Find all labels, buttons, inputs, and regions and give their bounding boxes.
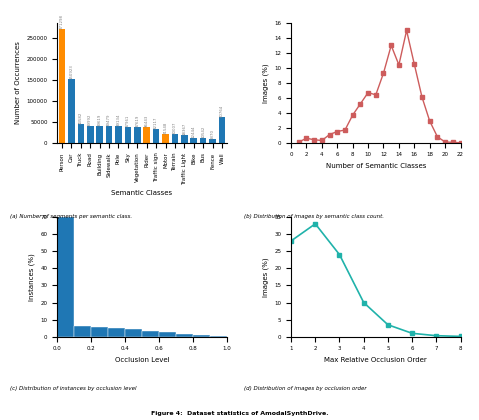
Text: 9370: 9370 bbox=[211, 129, 215, 139]
Y-axis label: Images (%): Images (%) bbox=[262, 63, 269, 102]
Bar bbox=[142, 331, 159, 337]
Text: 39479: 39479 bbox=[107, 114, 111, 126]
Bar bbox=[210, 336, 227, 337]
Text: (c) Distribution of instances by occlusion level: (c) Distribution of instances by occlusi… bbox=[10, 386, 136, 391]
Bar bbox=[125, 329, 142, 337]
Text: 20007: 20007 bbox=[173, 122, 177, 134]
X-axis label: Semantic Classes: Semantic Classes bbox=[112, 190, 172, 196]
Text: 39134: 39134 bbox=[116, 114, 120, 126]
Bar bbox=[219, 117, 225, 143]
Bar bbox=[78, 124, 84, 143]
X-axis label: Occlusion Level: Occlusion Level bbox=[114, 357, 169, 363]
Bar bbox=[143, 127, 150, 143]
Text: 43582: 43582 bbox=[79, 112, 83, 124]
Bar bbox=[162, 134, 169, 143]
Bar bbox=[57, 217, 74, 337]
Text: 150923: 150923 bbox=[69, 64, 73, 79]
Bar bbox=[134, 127, 140, 143]
Text: (d) Distribution of images by occlusion order: (d) Distribution of images by occlusion … bbox=[244, 386, 367, 391]
Bar bbox=[209, 139, 216, 143]
Text: 39992: 39992 bbox=[88, 113, 92, 126]
Text: 18367: 18367 bbox=[182, 123, 186, 135]
Bar bbox=[106, 126, 113, 143]
Text: 37619: 37619 bbox=[135, 115, 139, 127]
Bar bbox=[159, 333, 176, 337]
Bar bbox=[153, 129, 160, 143]
Bar bbox=[108, 328, 125, 337]
Text: 37961: 37961 bbox=[126, 114, 130, 127]
Y-axis label: Number of Occurrences: Number of Occurrences bbox=[15, 42, 21, 124]
X-axis label: Number of Semantic Classes: Number of Semantic Classes bbox=[326, 163, 426, 169]
Text: (b) Distribution of images by semantic class count.: (b) Distribution of images by semantic c… bbox=[244, 214, 384, 219]
Text: 32117: 32117 bbox=[154, 117, 158, 129]
Text: 21548: 21548 bbox=[163, 121, 168, 134]
X-axis label: Max Relative Occlusion Order: Max Relative Occlusion Order bbox=[324, 357, 427, 363]
Text: 60764: 60764 bbox=[220, 105, 224, 117]
Bar bbox=[193, 335, 210, 337]
Bar bbox=[200, 138, 206, 143]
Bar bbox=[59, 29, 65, 143]
Y-axis label: Images (%): Images (%) bbox=[262, 257, 269, 297]
Text: 271298: 271298 bbox=[60, 14, 64, 29]
Bar bbox=[87, 126, 93, 143]
Bar bbox=[74, 326, 91, 337]
Y-axis label: Instances (%): Instances (%) bbox=[28, 253, 35, 301]
Text: 36443: 36443 bbox=[145, 115, 148, 127]
Bar bbox=[171, 134, 178, 143]
Bar bbox=[176, 334, 193, 337]
Bar bbox=[91, 327, 108, 337]
Bar bbox=[115, 126, 122, 143]
Text: (a) Number of segments per semantic class.: (a) Number of segments per semantic clas… bbox=[10, 214, 132, 219]
Bar bbox=[68, 79, 75, 143]
Bar bbox=[191, 137, 197, 143]
Bar bbox=[125, 127, 131, 143]
Bar bbox=[96, 126, 103, 143]
Text: 10542: 10542 bbox=[201, 126, 205, 138]
Text: 12444: 12444 bbox=[192, 125, 196, 137]
Bar bbox=[181, 135, 188, 143]
Text: 39619: 39619 bbox=[98, 114, 102, 126]
Text: Figure 4:  Dataset statistics of AmodalSynthDrive.: Figure 4: Dataset statistics of AmodalSy… bbox=[151, 411, 328, 416]
